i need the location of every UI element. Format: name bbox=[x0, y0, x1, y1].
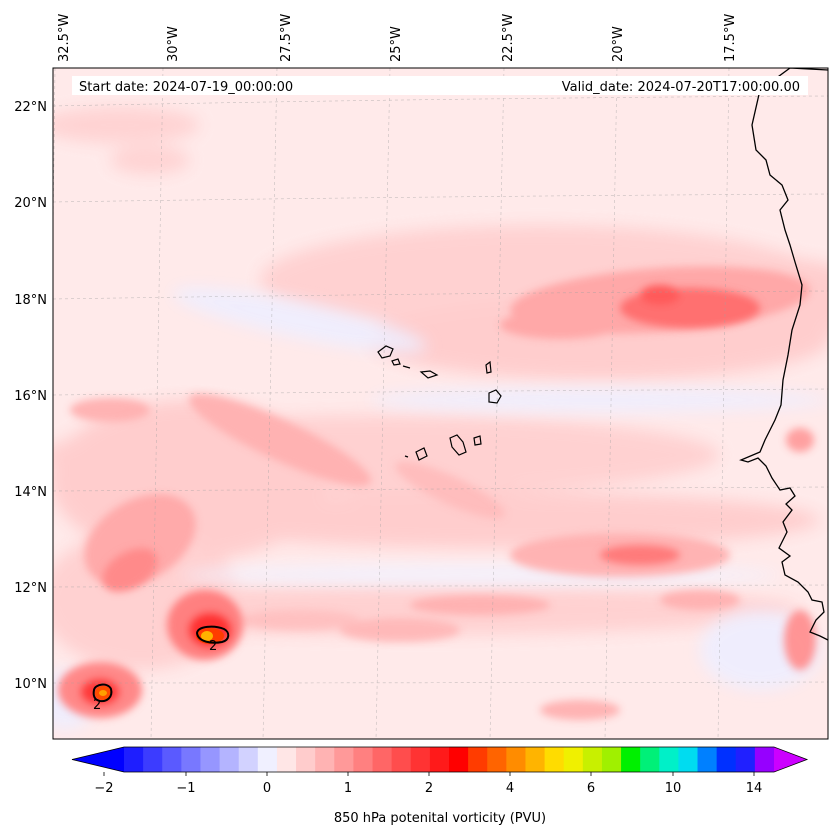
lat-label: 10°N bbox=[14, 677, 47, 692]
colorbar-swatch bbox=[219, 747, 240, 772]
colorbar-swatch bbox=[391, 747, 412, 772]
colorbar-swatch bbox=[372, 747, 393, 772]
colorbar-swatch bbox=[640, 747, 660, 772]
colorbar-label: 850 hPa potenital vorticity (PVU) bbox=[334, 811, 546, 826]
colorbar-swatch bbox=[276, 747, 297, 772]
lat-label: 22°N bbox=[14, 100, 47, 115]
cape-verde-islands bbox=[377, 345, 502, 461]
colorbar-swatch bbox=[181, 747, 201, 772]
colorbar-extend-max bbox=[774, 747, 807, 772]
colorbar-tick-label: 0 bbox=[263, 781, 271, 796]
colorbar-swatch bbox=[582, 747, 603, 772]
colorbar-tick-label: 4 bbox=[506, 781, 514, 796]
lat-label: 14°N bbox=[14, 485, 47, 500]
colorbar-swatch bbox=[238, 747, 259, 772]
lat-label: 18°N bbox=[14, 293, 47, 308]
colorbar-swatch bbox=[716, 747, 737, 772]
colorbar-swatch bbox=[353, 747, 374, 772]
colorbar-tick-label: 10 bbox=[665, 781, 682, 796]
colorbar-swatch bbox=[200, 747, 221, 772]
lat-label: 12°N bbox=[14, 581, 47, 596]
colorbar-tick-label: 6 bbox=[587, 781, 595, 796]
lon-label: 30°W bbox=[166, 26, 181, 62]
colorbar-extend-min bbox=[72, 747, 124, 772]
colorbar-swatch bbox=[162, 747, 182, 772]
colorbar-swatch bbox=[124, 747, 144, 772]
colorbar-swatch bbox=[544, 747, 565, 772]
colorbar-swatch bbox=[449, 747, 469, 772]
contour-line bbox=[92, 683, 113, 703]
colorbar-tick-label: 2 bbox=[425, 781, 433, 796]
header-box bbox=[72, 76, 808, 95]
colorbar-swatch bbox=[735, 747, 756, 772]
start-date-text: Start date: 2024-07-19_00:00:00 bbox=[79, 80, 293, 95]
lat-label: 16°N bbox=[14, 389, 47, 404]
colorbar-outline bbox=[71, 746, 809, 773]
africa-coastline bbox=[739, 68, 828, 641]
colorbar-swatch bbox=[697, 747, 718, 772]
longitude-labels: 32.5°W 30°W 27.5°W 25°W 22.5°W 20°W 17.5… bbox=[57, 14, 738, 62]
map-frame bbox=[52, 67, 829, 740]
colorbar-swatch bbox=[563, 747, 584, 772]
colorbar-swatch bbox=[296, 747, 316, 772]
colorbar-tick-label: 14 bbox=[746, 781, 763, 796]
colorbar-swatch bbox=[621, 747, 641, 772]
colorbar-swatch bbox=[678, 747, 699, 772]
valid-date-text: Valid_date: 2024-07-20T17:00:00.00 bbox=[562, 80, 800, 95]
colorbar-swatch bbox=[487, 747, 507, 772]
colorbar-swatch bbox=[468, 747, 488, 772]
contour-line bbox=[195, 625, 230, 644]
lon-label: 32.5°W bbox=[57, 14, 72, 62]
colorbar-swatch bbox=[525, 747, 546, 772]
colorbar-ticks: −2 −1 0 1 2 4 6 10 14 bbox=[94, 781, 762, 796]
lon-label: 22.5°W bbox=[501, 14, 516, 62]
colorbar-tick-label: −2 bbox=[94, 781, 113, 796]
colorbar-swatch bbox=[315, 747, 335, 772]
colorbar-swatch bbox=[659, 747, 679, 772]
colorbar-swatch bbox=[143, 747, 163, 772]
vorticity-field: 2 2 bbox=[53, 68, 828, 739]
colorbar-swatch bbox=[257, 747, 278, 772]
lat-label: 20°N bbox=[14, 196, 47, 211]
contour-label: 2 bbox=[93, 698, 101, 713]
colorbar-swatch bbox=[754, 747, 775, 772]
lon-label: 27.5°W bbox=[279, 14, 294, 62]
lon-label: 25°W bbox=[389, 26, 404, 62]
colorbar-tick-label: 1 bbox=[344, 781, 352, 796]
graticule bbox=[53, 68, 828, 739]
lon-label: 20°W bbox=[611, 26, 626, 62]
colorbar-swatch bbox=[601, 747, 622, 772]
colorbar bbox=[71, 746, 809, 776]
contour-label: 2 bbox=[209, 639, 217, 654]
colorbar-swatch bbox=[410, 747, 431, 772]
colorbar-swatch bbox=[334, 747, 354, 772]
colorbar-swatch bbox=[429, 747, 450, 772]
colorbar-tick-label: −1 bbox=[176, 781, 195, 796]
latitude-labels: 22°N 20°N 18°N 16°N 14°N 12°N 10°N bbox=[14, 100, 47, 692]
lon-label: 17.5°W bbox=[723, 14, 738, 62]
colorbar-swatch bbox=[506, 747, 526, 772]
